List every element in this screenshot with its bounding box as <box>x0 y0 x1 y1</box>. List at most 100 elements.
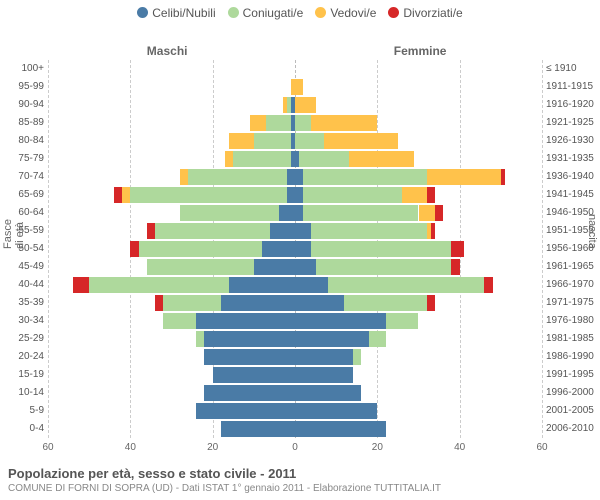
bar-segment-male <box>262 241 295 257</box>
bar-segment-male <box>287 97 291 113</box>
birth-year-label: 1991-1995 <box>546 366 594 384</box>
bar-segment-female <box>353 349 361 365</box>
age-label: 25-29 <box>18 330 44 348</box>
bar-segment-male <box>130 187 286 203</box>
bar-segment-male <box>221 295 295 311</box>
age-label: 80-84 <box>18 132 44 150</box>
legend-item: Vedovi/e <box>315 6 376 20</box>
bar-segment-female <box>311 241 451 257</box>
bar-segment-male <box>114 187 122 203</box>
birth-year-label: 1936-1940 <box>546 168 594 186</box>
bar-segment-male <box>229 277 295 293</box>
bar-segment-male <box>254 259 295 275</box>
age-label: 95-99 <box>18 78 44 96</box>
bar-segment-male <box>221 421 295 437</box>
birth-year-label: 1996-2000 <box>546 384 594 402</box>
header-females: Femmine <box>394 44 447 58</box>
bar-segment-female <box>295 79 303 95</box>
bar-segment-female <box>295 241 311 257</box>
age-row: 45-49 1961-1965 <box>0 258 600 276</box>
bar-segment-female <box>295 259 316 275</box>
bar-segment-male <box>204 349 295 365</box>
x-tick-label: 60 <box>42 442 53 453</box>
bar-segment-male <box>196 403 295 419</box>
birth-year-label: 1921-1925 <box>546 114 594 132</box>
legend-swatch <box>228 7 239 18</box>
bar-segment-female <box>303 187 402 203</box>
age-row: 20-24 1986-1990 <box>0 348 600 366</box>
age-label: 10-14 <box>18 384 44 402</box>
age-label: 45-49 <box>18 258 44 276</box>
age-row: 5-92001-2005 <box>0 402 600 420</box>
age-row: 15-191991-1995 <box>0 366 600 384</box>
bar-segment-female <box>295 97 316 113</box>
bar-segment-female <box>295 331 369 347</box>
bar-segment-male <box>204 331 295 347</box>
birth-year-label: 1986-1990 <box>546 348 594 366</box>
age-row: 80-84 1926-1930 <box>0 132 600 150</box>
x-tick-label: 0 <box>292 442 298 453</box>
bar-segment-female <box>369 331 385 347</box>
chart-subtitle: COMUNE DI FORNI DI SOPRA (UD) - Dati IST… <box>8 483 592 494</box>
age-row: 55-591951-1955 <box>0 222 600 240</box>
bar-segment-female <box>311 115 377 131</box>
bar-segment-male <box>130 241 138 257</box>
age-label: 85-89 <box>18 114 44 132</box>
birth-year-label: 2006-2010 <box>546 420 594 438</box>
bar-segment-female <box>484 277 492 293</box>
bar-segment-male <box>213 367 295 383</box>
legend-item: Divorziati/e <box>388 6 462 20</box>
header-males: Maschi <box>147 44 188 58</box>
bar-segment-female <box>295 133 324 149</box>
age-row: 25-291981-1985 <box>0 330 600 348</box>
bar-segment-male <box>163 295 221 311</box>
bar-segment-female <box>427 187 435 203</box>
bar-segment-male <box>250 115 266 131</box>
legend-label: Divorziati/e <box>403 6 462 20</box>
birth-year-label: 1941-1945 <box>546 186 594 204</box>
bar-segment-female <box>431 223 435 239</box>
legend-label: Celibi/Nubili <box>152 6 215 20</box>
age-row: 60-641946-1950 <box>0 204 600 222</box>
age-row: 65-69 1941-1945 <box>0 186 600 204</box>
bar-segment-male <box>155 295 163 311</box>
age-row: 85-89 1921-1925 <box>0 114 600 132</box>
age-label: 65-69 <box>18 186 44 204</box>
bar-segment-female <box>295 187 303 203</box>
birth-year-label: 1966-1970 <box>546 276 594 294</box>
bar-segment-female <box>295 169 303 185</box>
age-label: 70-74 <box>18 168 44 186</box>
bar-segment-male <box>254 133 291 149</box>
bar-segment-male <box>229 133 254 149</box>
age-label: 40-44 <box>18 276 44 294</box>
bar-segment-male <box>283 97 287 113</box>
bar-segment-male <box>188 169 287 185</box>
age-label: 0-4 <box>30 420 44 438</box>
age-row: 70-74 1936-1940 <box>0 168 600 186</box>
bar-segment-female <box>295 277 328 293</box>
bar-segment-female <box>344 295 426 311</box>
bar-segment-female <box>435 205 443 221</box>
birth-year-label: 1916-1920 <box>546 96 594 114</box>
legend-label: Coniugati/e <box>243 6 304 20</box>
bar-segment-female <box>386 313 419 329</box>
bar-segment-female <box>303 205 418 221</box>
bar-segment-male <box>270 223 295 239</box>
chart-title: Popolazione per età, sesso e stato civil… <box>8 466 592 481</box>
age-row: 95-99 1911-1915 <box>0 78 600 96</box>
birth-year-label: 1961-1965 <box>546 258 594 276</box>
bar-segment-female <box>295 115 311 131</box>
bar-segment-female <box>427 169 501 185</box>
age-label: 75-79 <box>18 150 44 168</box>
birth-year-label: 1926-1930 <box>546 132 594 150</box>
age-label: 30-34 <box>18 312 44 330</box>
birth-year-label: 1911-1915 <box>546 78 593 96</box>
bar-segment-male <box>73 277 89 293</box>
birth-year-label: 1971-1975 <box>546 294 594 312</box>
bar-segment-male <box>225 151 233 167</box>
y-axis-title-left: Fasce di età <box>2 219 26 249</box>
age-row: 10-14 1996-2000 <box>0 384 600 402</box>
age-label: 20-24 <box>18 348 44 366</box>
bar-segment-female <box>427 295 435 311</box>
y-axis-title-right: Anni di nascita <box>586 214 600 249</box>
